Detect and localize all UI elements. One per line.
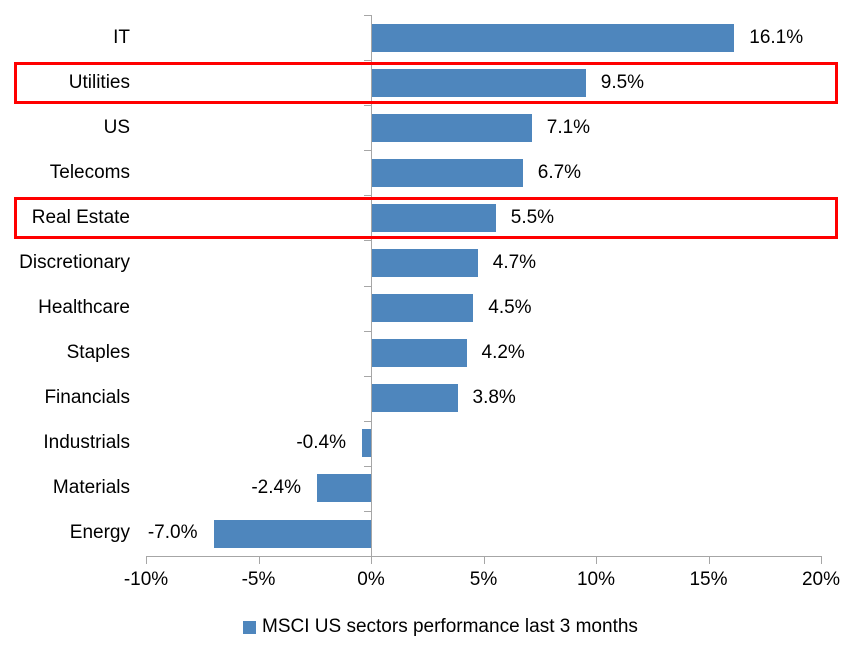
highlight-box-utilities	[14, 61, 838, 104]
bar-value-label: 7.1%	[546, 116, 591, 138]
category-axis-tick	[364, 150, 371, 152]
bar	[372, 249, 478, 277]
bar-value-label: 3.8%	[472, 387, 516, 409]
category-axis-tick	[364, 105, 371, 107]
category-label: Industrials	[43, 432, 130, 454]
category-label: Healthcare	[38, 297, 130, 319]
value-axis-tick	[146, 556, 147, 564]
category-label: IT	[113, 26, 130, 48]
x-tick-label: 20%	[801, 569, 841, 590]
category-label: US	[103, 116, 130, 138]
x-tick-label: 15%	[689, 569, 728, 590]
category-label: Energy	[69, 522, 130, 544]
value-axis-tick	[371, 556, 372, 564]
highlight-box-real-estate	[14, 196, 838, 239]
value-axis-tick	[596, 556, 597, 564]
x-tick-label: -10%	[123, 569, 169, 590]
legend-label: MSCI US sectors performance last 3 month…	[262, 616, 638, 637]
category-axis-tick	[364, 15, 371, 16]
legend-marker-swatch	[243, 620, 256, 634]
bar-value-label: -7.0%	[147, 522, 198, 544]
bar	[213, 519, 371, 548]
bar	[362, 429, 371, 458]
category-label: Discretionary	[19, 251, 130, 273]
bar	[372, 23, 735, 52]
value-axis-tick	[821, 556, 822, 564]
category-axis-tick	[364, 60, 371, 62]
category-axis-tick	[364, 420, 371, 422]
category-axis-tick	[364, 285, 371, 287]
bar-value-label: -0.4%	[296, 432, 346, 454]
bar-value-label: 9.5%	[600, 71, 645, 93]
bar	[372, 339, 467, 368]
category-label: Staples	[66, 342, 130, 364]
bar-value-label: 16.1%	[749, 26, 804, 48]
category-axis-tick	[364, 240, 371, 242]
bar	[372, 158, 523, 187]
category-axis-tick	[364, 465, 371, 467]
category-label: Telecoms	[49, 161, 130, 183]
bar-value-label: 5.5%	[510, 206, 555, 228]
bar-value-label: 6.7%	[537, 161, 582, 183]
category-label: Materials	[52, 477, 130, 499]
value-axis-tick	[483, 556, 485, 564]
bar	[372, 294, 474, 322]
category-axis-tick	[364, 375, 371, 377]
x-tick-label: -5%	[241, 569, 276, 590]
bar	[372, 203, 496, 232]
x-tick-label: 5%	[469, 569, 498, 590]
x-tick-label: 10%	[576, 569, 616, 590]
category-axis-tick	[364, 195, 371, 197]
category-label: Utilities	[68, 71, 130, 93]
bar-value-label: 4.5%	[488, 297, 532, 319]
legend: MSCI US sectors performance last 3 month…	[243, 615, 638, 639]
category-label: Real Estate	[31, 206, 130, 228]
category-label: Financials	[44, 387, 130, 409]
x-tick-label: 0%	[357, 569, 385, 590]
bar	[317, 474, 371, 503]
bar-value-label: -2.4%	[251, 477, 301, 499]
bar	[372, 384, 458, 413]
value-axis-tick	[258, 556, 260, 564]
bar	[372, 113, 532, 142]
category-axis-tick	[364, 330, 371, 332]
bar	[372, 68, 586, 97]
category-axis-tick	[364, 510, 371, 512]
bar-value-label: 4.7%	[492, 251, 537, 273]
value-axis-tick	[708, 556, 710, 564]
bar-value-label: 4.2%	[481, 342, 525, 364]
category-axis-line	[371, 15, 372, 556]
